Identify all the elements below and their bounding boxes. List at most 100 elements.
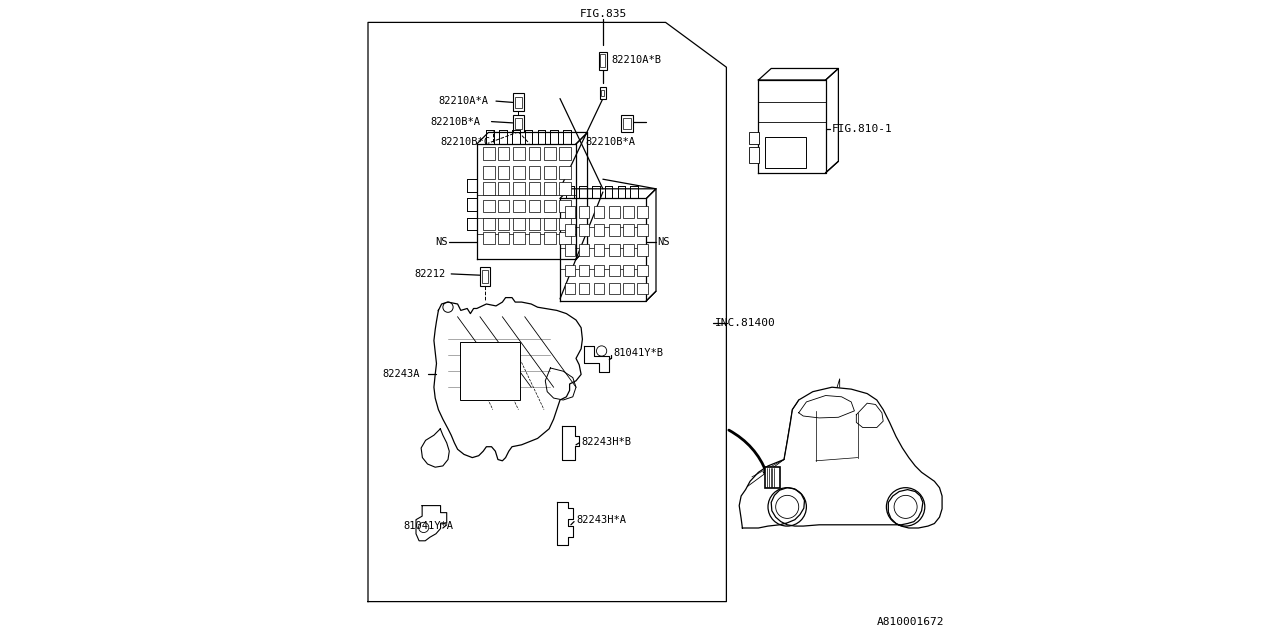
- FancyBboxPatch shape: [566, 244, 576, 256]
- Text: NS: NS: [435, 237, 448, 247]
- FancyBboxPatch shape: [513, 232, 525, 244]
- Text: A810001672: A810001672: [877, 617, 945, 627]
- FancyBboxPatch shape: [609, 244, 620, 256]
- Text: 81041Y*A: 81041Y*A: [403, 521, 453, 531]
- FancyBboxPatch shape: [559, 200, 571, 212]
- FancyBboxPatch shape: [484, 147, 495, 160]
- FancyBboxPatch shape: [623, 244, 634, 256]
- FancyBboxPatch shape: [609, 283, 620, 294]
- FancyBboxPatch shape: [637, 244, 648, 256]
- FancyBboxPatch shape: [600, 87, 605, 99]
- FancyBboxPatch shape: [594, 206, 604, 218]
- FancyBboxPatch shape: [529, 182, 540, 195]
- FancyBboxPatch shape: [566, 265, 576, 276]
- FancyBboxPatch shape: [623, 206, 634, 218]
- FancyBboxPatch shape: [765, 137, 806, 168]
- FancyBboxPatch shape: [484, 182, 495, 195]
- FancyBboxPatch shape: [498, 218, 509, 230]
- Text: 82210B*C: 82210B*C: [440, 137, 490, 147]
- FancyBboxPatch shape: [544, 166, 556, 179]
- FancyBboxPatch shape: [749, 132, 759, 144]
- FancyBboxPatch shape: [513, 218, 525, 230]
- FancyBboxPatch shape: [566, 283, 576, 294]
- Text: 82210B*A: 82210B*A: [585, 137, 636, 147]
- FancyBboxPatch shape: [602, 90, 604, 96]
- FancyBboxPatch shape: [609, 224, 620, 236]
- FancyBboxPatch shape: [559, 147, 571, 160]
- FancyBboxPatch shape: [637, 283, 648, 294]
- FancyBboxPatch shape: [544, 147, 556, 160]
- Text: 82243H*A: 82243H*A: [576, 515, 626, 525]
- FancyBboxPatch shape: [529, 166, 540, 179]
- FancyBboxPatch shape: [765, 467, 781, 488]
- Text: 82243H*B: 82243H*B: [581, 436, 631, 447]
- FancyBboxPatch shape: [594, 283, 604, 294]
- FancyBboxPatch shape: [566, 206, 576, 218]
- FancyBboxPatch shape: [637, 265, 648, 276]
- Text: FIG.835: FIG.835: [580, 9, 626, 19]
- FancyBboxPatch shape: [623, 283, 634, 294]
- FancyBboxPatch shape: [480, 267, 490, 286]
- FancyBboxPatch shape: [637, 224, 648, 236]
- Text: 82210A*B: 82210A*B: [612, 54, 662, 65]
- FancyBboxPatch shape: [512, 115, 525, 132]
- FancyBboxPatch shape: [637, 206, 648, 218]
- Text: 82210A*A: 82210A*A: [438, 96, 489, 106]
- FancyBboxPatch shape: [529, 218, 540, 230]
- FancyBboxPatch shape: [498, 182, 509, 195]
- FancyBboxPatch shape: [498, 200, 509, 212]
- FancyBboxPatch shape: [515, 97, 522, 108]
- FancyBboxPatch shape: [559, 166, 571, 179]
- FancyBboxPatch shape: [483, 270, 489, 283]
- FancyBboxPatch shape: [559, 232, 571, 244]
- FancyBboxPatch shape: [566, 224, 576, 236]
- FancyBboxPatch shape: [498, 147, 509, 160]
- FancyBboxPatch shape: [484, 218, 495, 230]
- FancyBboxPatch shape: [623, 118, 631, 129]
- FancyBboxPatch shape: [529, 200, 540, 212]
- FancyBboxPatch shape: [544, 182, 556, 195]
- FancyBboxPatch shape: [512, 93, 525, 111]
- FancyBboxPatch shape: [529, 147, 540, 160]
- FancyBboxPatch shape: [484, 166, 495, 179]
- FancyBboxPatch shape: [599, 52, 607, 70]
- FancyBboxPatch shape: [600, 54, 605, 67]
- FancyBboxPatch shape: [559, 218, 571, 230]
- FancyBboxPatch shape: [609, 265, 620, 276]
- FancyBboxPatch shape: [580, 265, 590, 276]
- Text: 82243A: 82243A: [383, 369, 420, 380]
- Text: NS: NS: [658, 237, 669, 247]
- Text: 82210B*A: 82210B*A: [430, 116, 480, 127]
- FancyBboxPatch shape: [623, 224, 634, 236]
- Text: INC.81400: INC.81400: [714, 318, 776, 328]
- FancyBboxPatch shape: [622, 115, 634, 132]
- FancyBboxPatch shape: [749, 147, 759, 163]
- FancyBboxPatch shape: [515, 118, 522, 129]
- FancyBboxPatch shape: [529, 232, 540, 244]
- FancyBboxPatch shape: [498, 232, 509, 244]
- FancyBboxPatch shape: [484, 232, 495, 244]
- Text: 81041Y*B: 81041Y*B: [613, 348, 663, 358]
- FancyBboxPatch shape: [580, 224, 590, 236]
- FancyBboxPatch shape: [594, 265, 604, 276]
- FancyBboxPatch shape: [623, 265, 634, 276]
- FancyBboxPatch shape: [498, 166, 509, 179]
- FancyBboxPatch shape: [544, 232, 556, 244]
- FancyBboxPatch shape: [484, 200, 495, 212]
- FancyBboxPatch shape: [594, 244, 604, 256]
- FancyBboxPatch shape: [609, 206, 620, 218]
- FancyBboxPatch shape: [580, 283, 590, 294]
- Text: FIG.810-1: FIG.810-1: [832, 124, 892, 134]
- FancyBboxPatch shape: [513, 200, 525, 212]
- FancyBboxPatch shape: [559, 182, 571, 195]
- FancyBboxPatch shape: [513, 182, 525, 195]
- FancyBboxPatch shape: [544, 200, 556, 212]
- FancyBboxPatch shape: [594, 224, 604, 236]
- FancyBboxPatch shape: [580, 206, 590, 218]
- FancyBboxPatch shape: [513, 166, 525, 179]
- Text: 82212: 82212: [415, 269, 445, 279]
- FancyBboxPatch shape: [544, 218, 556, 230]
- FancyBboxPatch shape: [513, 147, 525, 160]
- FancyBboxPatch shape: [460, 342, 520, 400]
- FancyBboxPatch shape: [580, 244, 590, 256]
